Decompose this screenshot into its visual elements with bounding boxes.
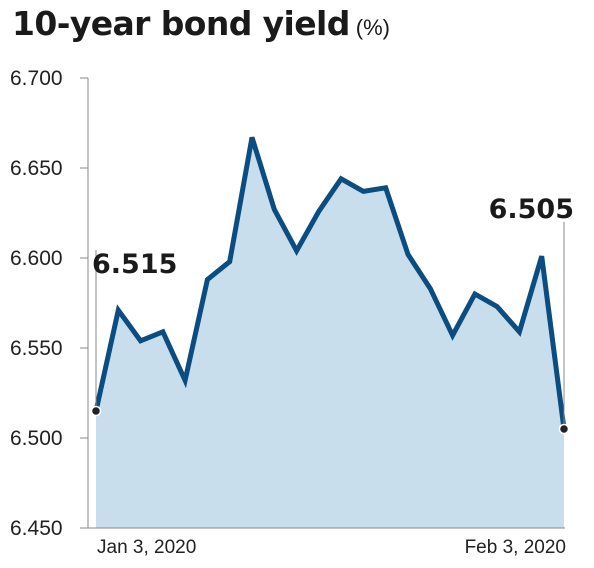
y-tick-label: 6.450 (10, 517, 63, 540)
x-tick-label-start: Jan 3, 2020 (97, 537, 196, 558)
yield-line (93, 136, 567, 430)
yield-area-fill (96, 137, 564, 528)
y-tick-label: 6.700 (10, 67, 63, 90)
x-axis: Jan 3, 2020 Feb 3, 2020 (88, 527, 566, 558)
end-value-label: 6.505 (489, 194, 574, 225)
y-tick-label: 6.600 (10, 247, 63, 270)
y-tick-label: 6.500 (10, 427, 63, 450)
chart-title: 10-year bond yield (12, 4, 350, 43)
chart-unit: (%) (355, 15, 390, 40)
chart-title-block: 10-year bond yield (%) (12, 4, 390, 43)
y-tick-label: 6.650 (10, 157, 63, 180)
start-value-label: 6.515 (92, 249, 177, 280)
endpoint-marker (558, 423, 570, 435)
y-tick-label: 6.550 (10, 337, 63, 360)
x-tick-label-end: Feb 3, 2020 (465, 537, 566, 558)
end-markers: 6.515 6.505 (90, 194, 574, 435)
endpoint-marker (90, 405, 102, 417)
y-axis: 6.700 6.650 6.600 6.550 6.500 6.450 (10, 67, 89, 540)
